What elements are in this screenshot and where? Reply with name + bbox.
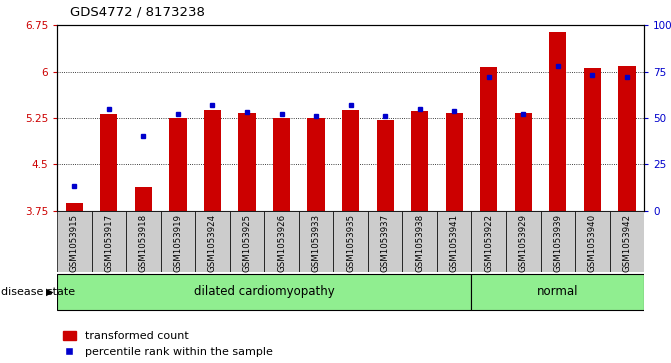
FancyBboxPatch shape xyxy=(91,211,126,272)
Bar xyxy=(411,111,428,211)
FancyBboxPatch shape xyxy=(472,211,506,272)
Bar xyxy=(204,110,221,211)
FancyBboxPatch shape xyxy=(403,211,437,272)
FancyBboxPatch shape xyxy=(368,211,403,272)
Bar xyxy=(100,114,117,211)
Text: GSM1053941: GSM1053941 xyxy=(450,213,459,272)
Text: GDS4772 / 8173238: GDS4772 / 8173238 xyxy=(70,5,205,18)
Text: normal: normal xyxy=(537,285,578,298)
FancyBboxPatch shape xyxy=(506,211,541,272)
Text: GSM1053929: GSM1053929 xyxy=(519,213,528,272)
Bar xyxy=(480,68,497,211)
Bar xyxy=(169,118,187,211)
Bar xyxy=(515,113,532,211)
Text: GSM1053918: GSM1053918 xyxy=(139,213,148,272)
Bar xyxy=(549,32,566,211)
FancyBboxPatch shape xyxy=(541,211,575,272)
Text: disease state: disease state xyxy=(1,287,75,297)
Text: GSM1053935: GSM1053935 xyxy=(346,213,355,272)
FancyBboxPatch shape xyxy=(160,211,195,272)
Text: GSM1053933: GSM1053933 xyxy=(311,213,321,272)
FancyBboxPatch shape xyxy=(229,211,264,272)
FancyBboxPatch shape xyxy=(575,211,610,272)
Bar xyxy=(342,110,359,211)
Bar xyxy=(446,113,463,211)
FancyBboxPatch shape xyxy=(299,211,333,272)
Bar xyxy=(307,118,325,211)
FancyBboxPatch shape xyxy=(57,274,472,310)
Bar xyxy=(66,203,83,211)
Text: GSM1053939: GSM1053939 xyxy=(554,213,562,272)
Text: GSM1053917: GSM1053917 xyxy=(104,213,113,272)
Bar xyxy=(618,66,635,211)
FancyBboxPatch shape xyxy=(57,211,91,272)
FancyBboxPatch shape xyxy=(264,211,299,272)
Legend: transformed count, percentile rank within the sample: transformed count, percentile rank withi… xyxy=(62,331,272,358)
FancyBboxPatch shape xyxy=(610,211,644,272)
Text: GSM1053926: GSM1053926 xyxy=(277,213,286,272)
Text: GSM1053938: GSM1053938 xyxy=(415,213,424,272)
Text: GSM1053937: GSM1053937 xyxy=(380,213,390,272)
FancyBboxPatch shape xyxy=(472,274,644,310)
FancyBboxPatch shape xyxy=(437,211,472,272)
Bar xyxy=(238,113,256,211)
Text: dilated cardiomyopathy: dilated cardiomyopathy xyxy=(194,285,335,298)
Text: GSM1053925: GSM1053925 xyxy=(242,213,252,272)
Bar xyxy=(376,120,394,211)
FancyBboxPatch shape xyxy=(126,211,160,272)
Text: GSM1053940: GSM1053940 xyxy=(588,213,597,272)
Text: GSM1053919: GSM1053919 xyxy=(173,213,183,272)
Text: GSM1053915: GSM1053915 xyxy=(70,213,79,272)
Text: GSM1053924: GSM1053924 xyxy=(208,213,217,272)
FancyBboxPatch shape xyxy=(333,211,368,272)
Bar xyxy=(135,187,152,211)
Text: GSM1053922: GSM1053922 xyxy=(484,213,493,272)
Text: GSM1053942: GSM1053942 xyxy=(623,213,631,272)
Bar xyxy=(273,118,290,211)
Text: ▶: ▶ xyxy=(46,287,54,297)
FancyBboxPatch shape xyxy=(195,211,229,272)
Bar xyxy=(584,68,601,211)
